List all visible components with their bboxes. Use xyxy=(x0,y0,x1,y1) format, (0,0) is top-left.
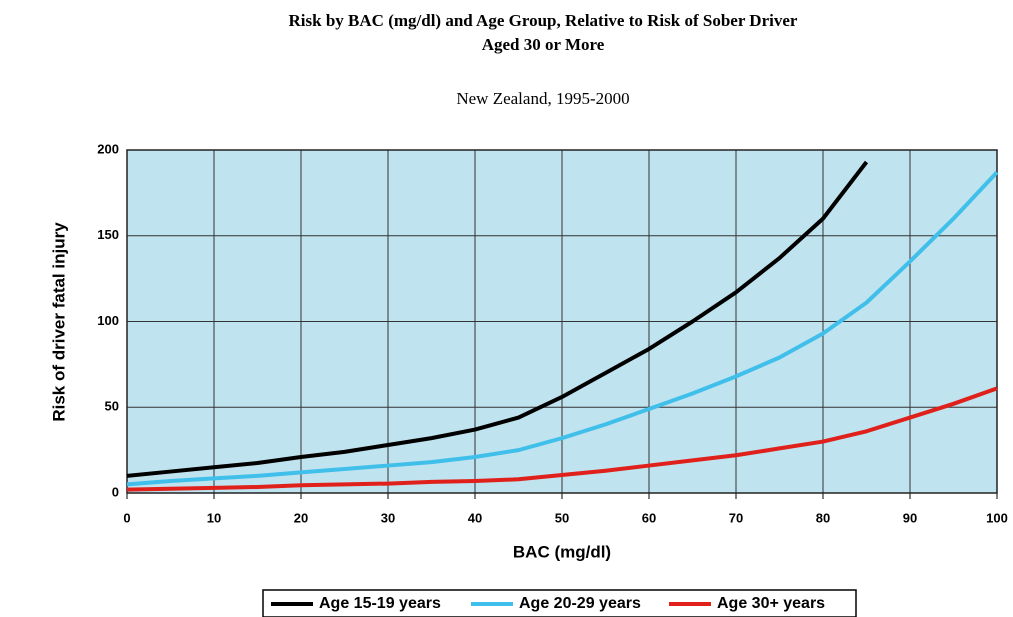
x-tick-label: 30 xyxy=(381,510,395,525)
y-tick-label: 50 xyxy=(105,399,119,414)
x-tick-label: 60 xyxy=(642,510,656,525)
y-tick-label: 150 xyxy=(97,227,119,242)
x-tick-label: 90 xyxy=(903,510,917,525)
x-tick-label: 10 xyxy=(207,510,221,525)
series-line xyxy=(126,160,869,478)
x-tick-label: 100 xyxy=(986,510,1008,525)
x-tick-label: 70 xyxy=(729,510,743,525)
chart-title: Risk by BAC (mg/dl) and Age Group, Relat… xyxy=(289,11,798,30)
x-tick-label: 80 xyxy=(816,510,830,525)
x-tick-label: 20 xyxy=(294,510,308,525)
series-line xyxy=(126,170,999,487)
y-tick-label: 100 xyxy=(97,313,119,328)
legend-box xyxy=(262,589,857,617)
x-tick-label: 0 xyxy=(123,510,130,525)
chart-subtitle: New Zealand, 1995-2000 xyxy=(456,89,629,108)
legend-label: Age 30+ years xyxy=(717,595,825,612)
legend-label: Age 20-29 years xyxy=(519,595,641,612)
plot-border xyxy=(126,149,998,494)
chart-title: Aged 30 or More xyxy=(482,35,605,54)
legend-label: Age 15-19 years xyxy=(319,595,441,612)
x-axis-label: BAC (mg/dl) xyxy=(513,542,611,561)
y-tick-label: 200 xyxy=(97,141,119,156)
x-tick-label: 50 xyxy=(555,510,569,525)
y-tick-label: 0 xyxy=(112,484,119,499)
y-axis-label: Risk of driver fatal injury xyxy=(49,222,68,422)
series-line xyxy=(126,386,998,492)
x-tick-label: 40 xyxy=(468,510,482,525)
